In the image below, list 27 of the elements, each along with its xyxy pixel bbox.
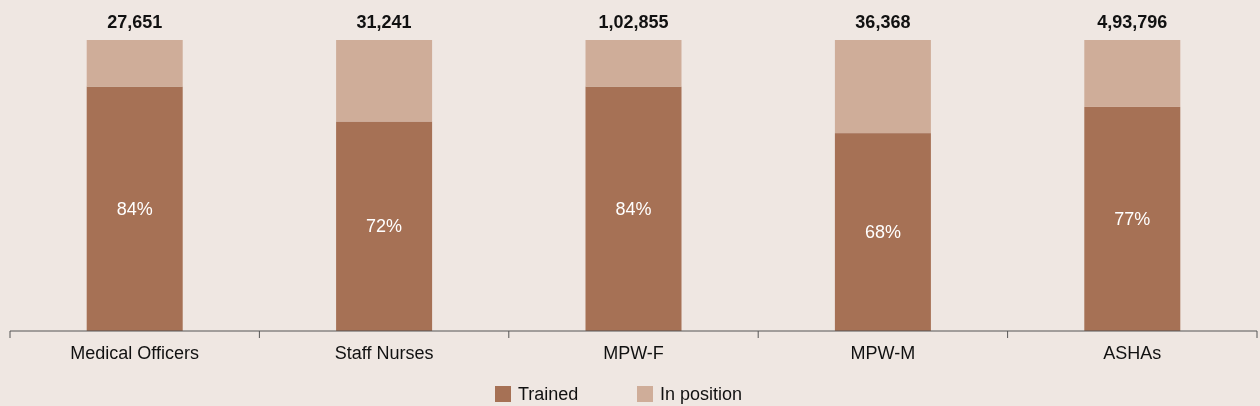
legend-label: In position [660, 384, 743, 404]
bar [585, 86, 682, 331]
data-label: 72% [366, 216, 403, 237]
bar [1084, 106, 1181, 331]
data-label: 84% [116, 198, 153, 219]
annotation: 27,651 [107, 12, 163, 32]
bar [86, 40, 183, 87]
annotation: 31,241 [356, 12, 412, 32]
data-label: 77% [1114, 208, 1151, 229]
annotation: 4,93,796 [1097, 12, 1168, 32]
x-tick-label: ASHAs [1103, 343, 1162, 363]
legend-label: Trained [518, 384, 579, 404]
x-tick-label: Staff Nurses [334, 343, 434, 363]
annotation: 1,02,855 [598, 12, 669, 32]
bar [336, 121, 433, 331]
bar [585, 40, 682, 87]
data-label: 84% [615, 198, 652, 219]
bar [1084, 40, 1181, 107]
x-tick-label: MPW-M [850, 343, 916, 363]
bar [834, 40, 931, 134]
bar [86, 86, 183, 331]
x-tick-label: Medical Officers [70, 343, 200, 363]
bar [834, 133, 931, 331]
bar [336, 40, 433, 122]
annotation: 36,368 [855, 12, 911, 32]
x-tick-label: MPW-F [603, 343, 664, 363]
data-label: 68% [864, 222, 901, 243]
